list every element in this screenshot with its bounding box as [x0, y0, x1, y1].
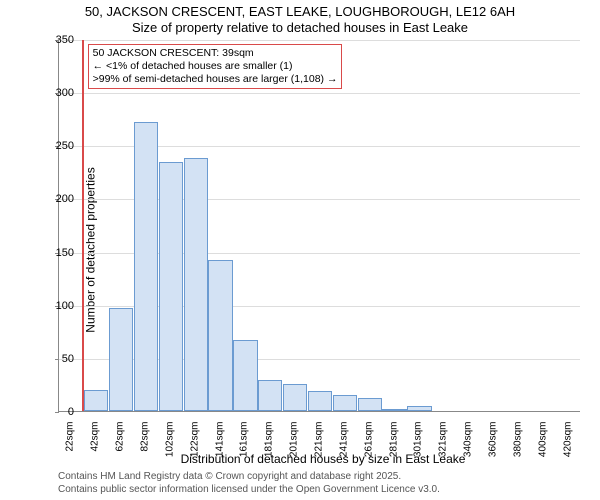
histogram-bar — [208, 260, 232, 411]
callout-line-3: >99% of semi-detached houses are larger … — [93, 73, 338, 86]
y-tick-label: 250 — [38, 140, 74, 152]
y-tick-label: 100 — [38, 300, 74, 312]
histogram-bar — [382, 409, 406, 411]
chart-title-line1: 50, JACKSON CRESCENT, EAST LEAKE, LOUGHB… — [0, 4, 600, 19]
callout-line-2: ← <1% of detached houses are smaller (1) — [93, 60, 338, 73]
histogram-bar — [159, 162, 183, 411]
y-tick-label: 50 — [38, 353, 74, 365]
callout-line-1: 50 JACKSON CRESCENT: 39sqm — [93, 47, 338, 60]
histogram-bar — [184, 158, 208, 411]
histogram-bar — [407, 406, 431, 411]
histogram-bar — [258, 380, 282, 411]
histogram-bar — [233, 340, 257, 411]
callout-box: 50 JACKSON CRESCENT: 39sqm← <1% of detac… — [88, 44, 343, 89]
y-tick-label: 0 — [38, 406, 74, 418]
histogram-bar — [134, 122, 158, 411]
property-marker-line — [82, 40, 84, 411]
footer-line-2: Contains public sector information licen… — [58, 484, 440, 497]
histogram-bar — [283, 384, 307, 411]
histogram-chart: 50, JACKSON CRESCENT, EAST LEAKE, LOUGHB… — [0, 0, 600, 500]
chart-footer: Contains HM Land Registry data © Crown c… — [58, 471, 440, 496]
histogram-bar — [308, 391, 332, 411]
y-tick-label: 300 — [38, 87, 74, 99]
histogram-bar — [358, 398, 382, 411]
histogram-bar — [333, 395, 357, 411]
x-axis-label: Distribution of detached houses by size … — [58, 452, 588, 466]
chart-title-line2: Size of property relative to detached ho… — [0, 20, 600, 35]
histogram-bar — [109, 308, 133, 411]
footer-line-1: Contains HM Land Registry data © Crown c… — [58, 471, 440, 484]
plot-area: 50 JACKSON CRESCENT: 39sqm← <1% of detac… — [58, 40, 580, 412]
histogram-bar — [84, 390, 108, 411]
y-tick-label: 150 — [38, 247, 74, 259]
y-tick-label: 200 — [38, 193, 74, 205]
y-tick-label: 350 — [38, 34, 74, 46]
